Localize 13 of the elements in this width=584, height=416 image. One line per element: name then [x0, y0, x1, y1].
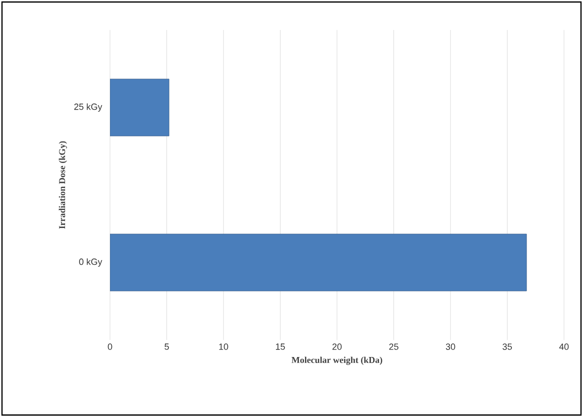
y-axis-title: Irradiation Dose (kGy) [58, 141, 67, 229]
x-tick-label: 25 [389, 344, 398, 350]
x-tick-label: 40 [559, 344, 569, 350]
x-tick-label: 0 [108, 344, 112, 350]
x-axis-title: Molecular weight (kDa) [292, 356, 382, 365]
x-tick-label: 5 [164, 344, 169, 350]
x-tick-label: 20 [332, 344, 342, 350]
x-tick-label: 35 [502, 344, 512, 350]
y-tick-label: 0 kGy [79, 258, 102, 267]
x-tick-label: 15 [276, 344, 285, 350]
x-tick-label: 10 [219, 344, 228, 350]
y-tick-label: 25 kGy [74, 103, 102, 112]
x-tick-label: 30 [446, 344, 456, 350]
